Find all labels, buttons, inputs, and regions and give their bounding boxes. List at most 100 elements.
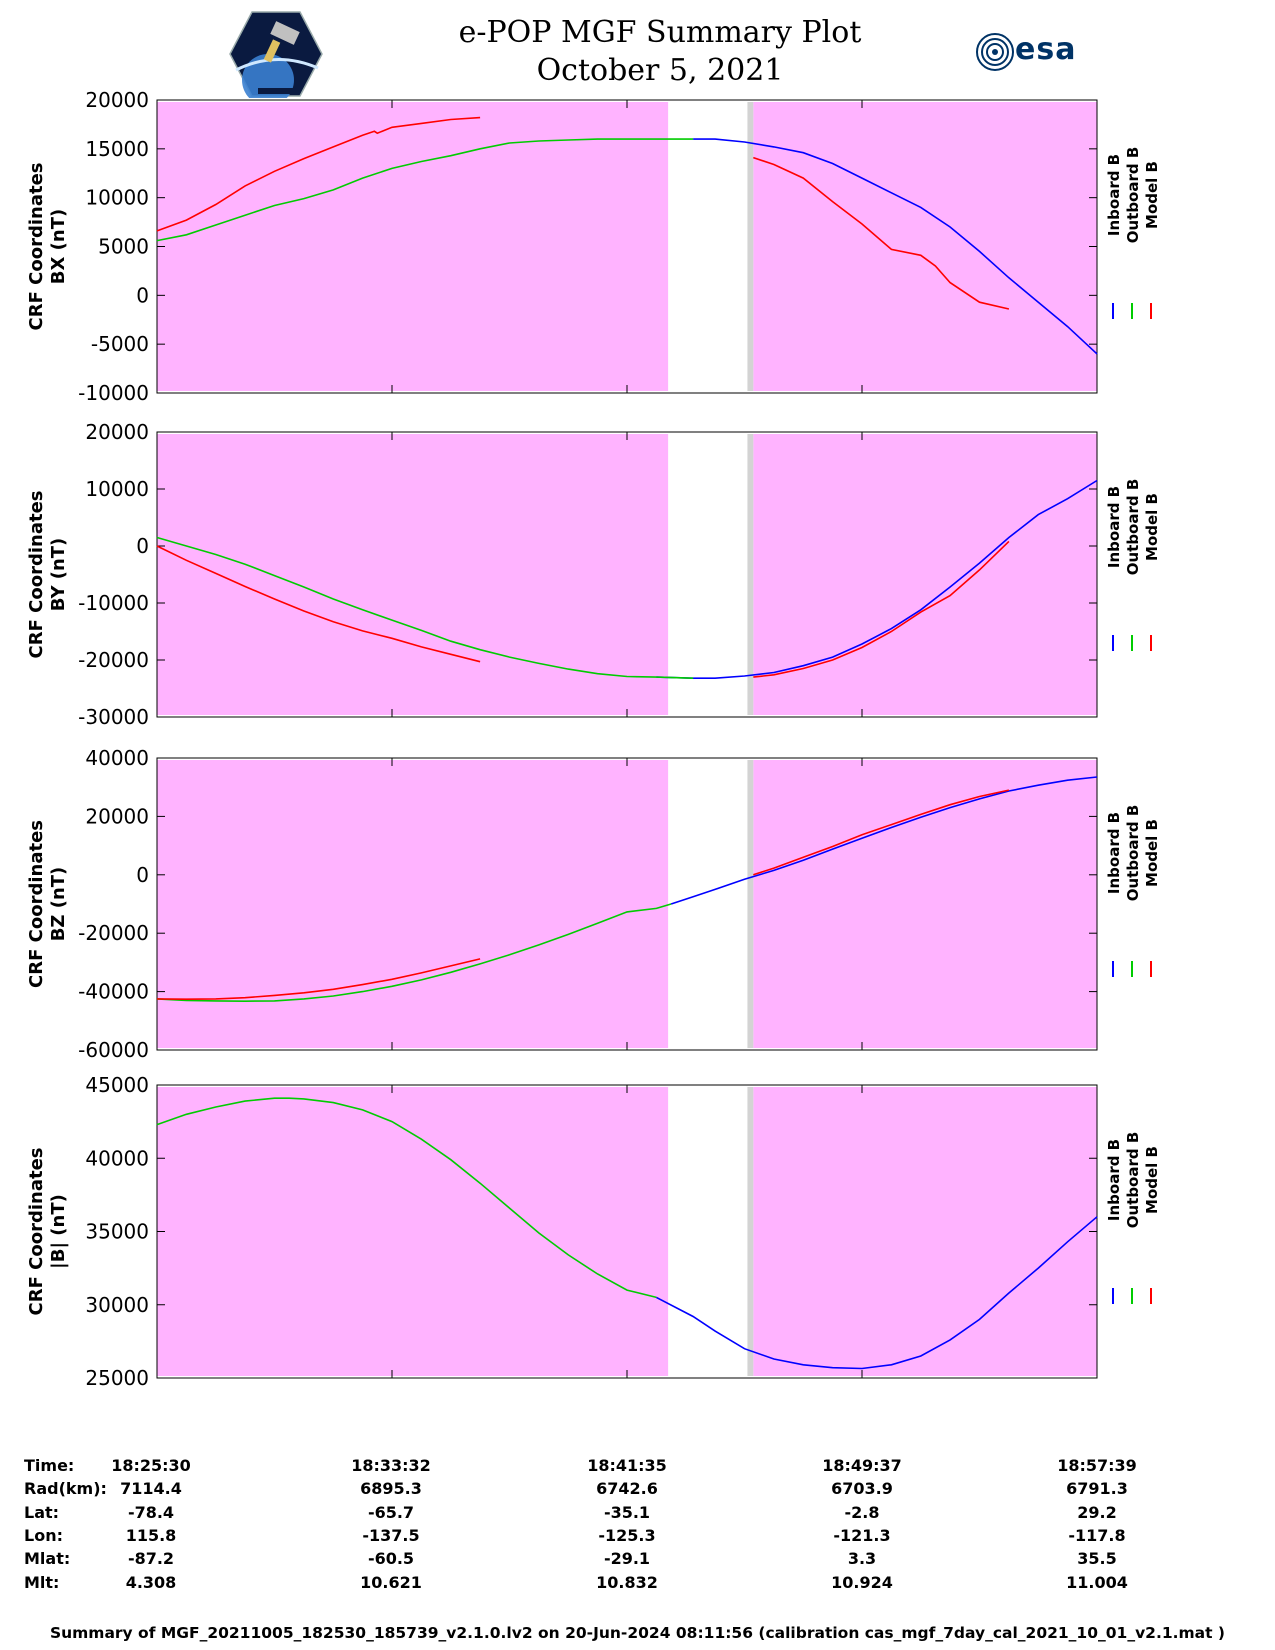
y-tick-label: 0 bbox=[136, 283, 149, 307]
series-line-model bbox=[753, 789, 1010, 876]
series-line-outboard bbox=[156, 1097, 657, 1299]
y-tick-label: 45000 bbox=[85, 1073, 149, 1097]
series-line-model bbox=[156, 958, 481, 1001]
orbit-cell: 6703.9 bbox=[831, 1479, 893, 1499]
plot-title: e-POP MGF Summary Plot October 5, 2021 bbox=[380, 14, 940, 90]
mgf-summary-charts: 20000 15000 10000 5000 0 -5000 -10000 CRF Coord… bbox=[26, 88, 1161, 1390]
orbit-cell: 11.004 bbox=[1066, 1572, 1128, 1592]
gap-marker bbox=[747, 102, 754, 391]
y-tick-label: -20000 bbox=[78, 921, 149, 945]
y-axis-label: CRF Coordinates|B| (nT) bbox=[26, 1148, 69, 1316]
orbit-cell: 18:57:39 bbox=[1057, 1456, 1137, 1475]
orbit-cell: 10.621 bbox=[360, 1572, 422, 1592]
legend-label: Model B bbox=[1143, 493, 1161, 561]
footer-summary: Summary of MGF_20211005_182530_185739_v2… bbox=[49, 1624, 1226, 1642]
orbit-cell: -2.8 bbox=[844, 1502, 880, 1522]
y-axis-label-line2: BZ (nT) bbox=[48, 867, 69, 942]
plot-title-line2: October 5, 2021 bbox=[536, 53, 784, 88]
orbit-cell: 6791.3 bbox=[1066, 1479, 1128, 1499]
y-axis-label: CRF CoordinatesBX (nT) bbox=[26, 163, 69, 331]
orbit-cell: -35.1 bbox=[603, 1502, 651, 1522]
legend-label: Model B bbox=[1143, 1146, 1161, 1214]
chart-panel-3: 40000 20000 0 -20000 -40000 -60000 CRF Coordin… bbox=[26, 746, 1161, 1062]
series-line-outboard bbox=[156, 138, 694, 242]
gap-marker bbox=[747, 760, 754, 1048]
y-tick-label: -40000 bbox=[78, 980, 149, 1004]
y-tick-label: 40000 bbox=[85, 746, 149, 770]
orbit-cell: 18:49:37 bbox=[822, 1456, 902, 1475]
y-axis-label-line1: CRF Coordinates bbox=[26, 820, 47, 988]
y-tick-label: 10000 bbox=[85, 477, 149, 501]
legend-label: Inboard B bbox=[1105, 812, 1123, 894]
chart-panel-4: 45000 40000 35000 30000 25000 CRF Coordinates… bbox=[26, 1073, 1161, 1390]
cassiope-logo bbox=[228, 10, 324, 106]
chart-panel-2: 20000 10000 0 -10000 -20000 -30000 CRF Coordin… bbox=[26, 420, 1161, 729]
shade-band bbox=[157, 434, 669, 715]
orbit-cell: -60.5 bbox=[367, 1549, 415, 1569]
series-line-inboard bbox=[693, 138, 1098, 355]
series-line-outboard bbox=[156, 536, 694, 679]
legend-label: Inboard B bbox=[1105, 154, 1123, 236]
y-tick-label: 20000 bbox=[85, 420, 149, 444]
y-tick-label: 25000 bbox=[85, 1366, 149, 1390]
orbit-row-label: Mlat: bbox=[24, 1549, 71, 1569]
y-tick-label: 40000 bbox=[85, 1146, 149, 1170]
orbit-parameter-table: Time: 18:25:30 18:33:32 18:41:35 18:49:37 18:… bbox=[0, 1456, 1275, 1616]
orbit-cell: 18:41:35 bbox=[587, 1456, 667, 1475]
legend-label: Inboard B bbox=[1105, 486, 1123, 568]
shade-band bbox=[157, 102, 669, 391]
y-axis-label-line2: BY (nT) bbox=[48, 538, 69, 612]
y-tick-label: 10000 bbox=[85, 186, 149, 210]
series-line-outboard bbox=[156, 903, 672, 1003]
series-line-model bbox=[156, 116, 481, 232]
y-axis-label-line2: BX (nT) bbox=[48, 209, 69, 284]
shade-band bbox=[157, 760, 669, 1048]
shade-band bbox=[753, 434, 1097, 715]
orbit-row-label: Lon: bbox=[24, 1525, 63, 1545]
series-line-inboard bbox=[656, 479, 1098, 680]
series-line-inboard bbox=[656, 1216, 1098, 1370]
orbit-row-label: Time: bbox=[24, 1456, 75, 1475]
y-axis-label-line1: CRF Coordinates bbox=[26, 163, 47, 331]
orbit-row-label: Rad(km): bbox=[24, 1479, 107, 1499]
orbit-cell: -125.3 bbox=[598, 1525, 656, 1545]
y-axis-label: CRF CoordinatesBZ (nT) bbox=[26, 820, 69, 988]
orbit-cell: -78.4 bbox=[127, 1502, 175, 1522]
y-tick-label: -20000 bbox=[78, 648, 149, 672]
y-tick-label: 0 bbox=[136, 863, 149, 887]
orbit-cell: -87.2 bbox=[127, 1549, 175, 1569]
y-axis-label-line2: |B| (nT) bbox=[48, 1194, 69, 1269]
y-axis-label-line1: CRF Coordinates bbox=[26, 491, 47, 659]
y-tick-label: 5000 bbox=[98, 235, 149, 259]
chart-panel-1: 20000 15000 10000 5000 0 -5000 -10000 CRF Coord… bbox=[26, 88, 1161, 405]
orbit-cell: 18:25:30 bbox=[111, 1456, 191, 1475]
orbit-cell: 10.832 bbox=[596, 1572, 658, 1592]
legend-label: Inboard B bbox=[1105, 1139, 1123, 1221]
orbit-row-label: Lat: bbox=[24, 1502, 60, 1522]
y-tick-label: -10000 bbox=[78, 591, 149, 615]
y-tick-label: -10000 bbox=[78, 381, 149, 405]
orbit-cell: 29.2 bbox=[1077, 1502, 1117, 1522]
orbit-cell: -65.7 bbox=[367, 1502, 415, 1522]
legend-label: Model B bbox=[1143, 161, 1161, 229]
esa-logo: esa bbox=[975, 30, 1095, 74]
series-line-inboard bbox=[670, 776, 1098, 905]
orbit-cell: 35.5 bbox=[1077, 1549, 1117, 1569]
y-tick-label: -60000 bbox=[78, 1038, 149, 1062]
y-tick-label: 15000 bbox=[85, 137, 149, 161]
orbit-cell: -121.3 bbox=[833, 1525, 891, 1545]
y-axis-label: CRF CoordinatesBY (nT) bbox=[26, 491, 69, 659]
orbit-cell: 4.308 bbox=[125, 1572, 177, 1592]
y-tick-label: 0 bbox=[136, 534, 149, 558]
orbit-cell: 115.8 bbox=[125, 1525, 177, 1545]
orbit-cell: 10.924 bbox=[831, 1572, 893, 1592]
orbit-cell: 6742.6 bbox=[596, 1479, 658, 1499]
y-axis-label-line1: CRF Coordinates bbox=[26, 1148, 47, 1316]
y-tick-label: 20000 bbox=[85, 804, 149, 828]
shade-band bbox=[753, 102, 1097, 391]
series-line-model bbox=[753, 540, 1010, 678]
orbit-cell: 7114.4 bbox=[120, 1479, 182, 1499]
y-tick-label: 35000 bbox=[85, 1220, 149, 1244]
gap-marker bbox=[747, 434, 754, 715]
gap-marker bbox=[747, 1087, 754, 1376]
